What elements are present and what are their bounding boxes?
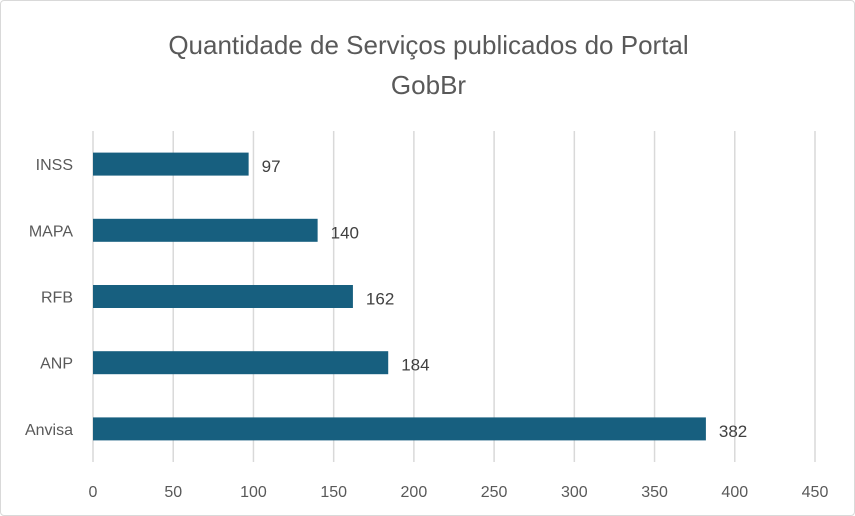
x-tick-label: 150: [320, 484, 347, 501]
x-tick-label: 100: [240, 484, 267, 501]
bar-anvisa: [93, 417, 706, 441]
bar-rfb: [93, 285, 353, 308]
data-label: 162: [366, 290, 394, 309]
category-label: RFB: [41, 290, 73, 307]
chart-title: Quantidade de Serviços publicados do Por…: [1, 25, 854, 105]
category-label: MAPA: [29, 223, 73, 240]
chart-title-line-1: Quantidade de Serviços publicados do Por…: [168, 30, 689, 60]
x-tick-label: 350: [641, 484, 668, 501]
x-tick-label: 400: [721, 484, 748, 501]
bar-mapa: [93, 218, 318, 242]
category-label: Anvisa: [25, 422, 73, 439]
x-tick-label: 250: [481, 484, 508, 501]
x-tick-label: 300: [561, 484, 588, 501]
bar-anp: [93, 351, 389, 375]
x-tick-label: 0: [89, 484, 98, 501]
category-label: INSS: [36, 157, 73, 174]
chart-title-line-2: GobBr: [390, 70, 467, 100]
x-tick-label: 200: [401, 484, 428, 501]
bar-inss: [93, 152, 249, 176]
x-tick-label: 450: [802, 484, 829, 501]
data-label: 140: [331, 223, 359, 242]
category-label: ANP: [40, 356, 73, 373]
data-label: 184: [401, 356, 429, 375]
data-label: 382: [719, 422, 747, 441]
x-tick-label: 50: [164, 484, 182, 501]
data-label: 97: [262, 157, 281, 176]
